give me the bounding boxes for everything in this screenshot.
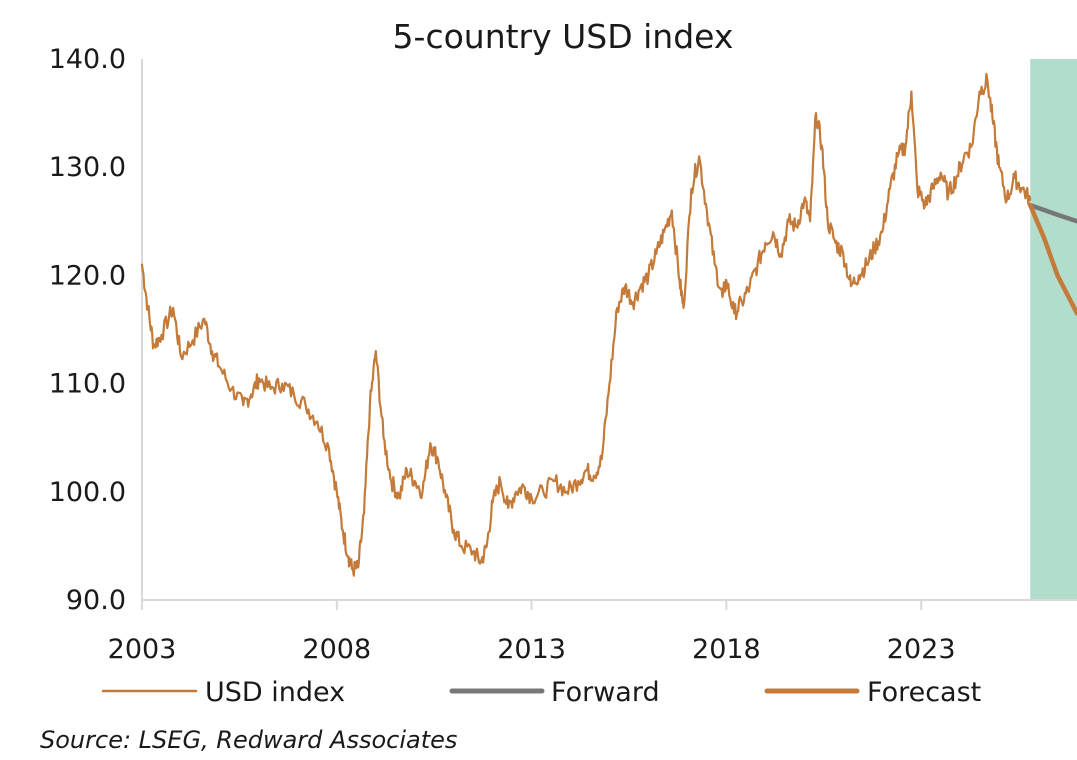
x-tick-marks: [141, 600, 923, 610]
forecast-period-shading: [1030, 59, 1077, 600]
x-tick-label: 2013: [497, 634, 566, 665]
y-tick-label: 100.0: [49, 477, 126, 508]
y-tick-label: 120.0: [49, 260, 126, 291]
x-tick-label: 2008: [302, 634, 371, 665]
x-tick-label: 2023: [887, 634, 956, 665]
y-tick-label: 140.0: [49, 44, 126, 75]
y-tick-label: 90.0: [66, 585, 126, 616]
source-note: Source: LSEG, Redward Associates: [40, 726, 457, 754]
series-layer: [140, 72, 1077, 577]
y-tick-label: 130.0: [49, 152, 126, 183]
series-line-usd-index: [140, 72, 1032, 577]
x-tick-label: 2018: [692, 634, 761, 665]
legend: USD index Forward Forecast: [101, 677, 981, 708]
chart-title: 5-country USD index: [393, 17, 734, 56]
legend-label-usd-index: USD index: [205, 677, 345, 708]
legend-label-forecast: Forecast: [867, 677, 981, 708]
series-line-forward: [1027, 202, 1077, 224]
x-tick-labels: 2003 2008 2013 2018 2023: [108, 634, 956, 665]
y-tick-labels: 90.0 100.0 110.0 120.0 130.0 140.0: [49, 44, 126, 616]
legend-label-forward: Forward: [551, 677, 660, 708]
series-line-forecast: [1027, 202, 1077, 316]
x-tick-label: 2003: [108, 634, 177, 665]
y-tick-label: 110.0: [49, 369, 126, 400]
